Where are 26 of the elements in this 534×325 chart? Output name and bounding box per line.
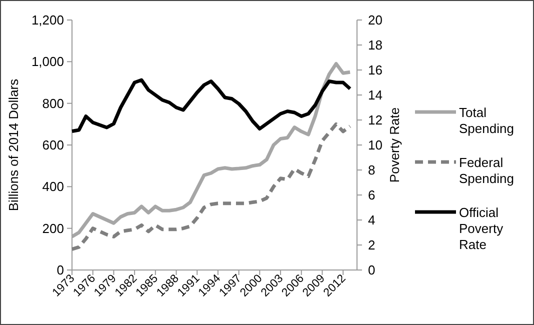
y2-tick-label: 18	[368, 38, 382, 53]
y-tick-label: 800	[42, 96, 64, 111]
y-tick-label: 400	[42, 179, 64, 194]
y-tick-label: 1,000	[31, 54, 64, 70]
y2-tick-label: 12	[368, 112, 382, 128]
y2-axis-title: Poverty Rate	[387, 107, 402, 183]
legend-label: Official Poverty Rate	[459, 205, 504, 252]
y2-tick-label: 20	[368, 12, 382, 28]
y2-tick-label: 4	[368, 212, 376, 228]
y2-tick-label: 2	[368, 238, 376, 253]
legend-label: Total Spending	[459, 105, 514, 136]
legend-label: Federal Spending	[459, 155, 514, 186]
y2-tick-label: 16	[368, 62, 382, 78]
y2-tick-label: 8	[368, 162, 376, 178]
y2-tick-label: 6	[368, 188, 376, 203]
y-tick-label: 200	[42, 220, 64, 236]
y2-tick-label: 10	[368, 138, 382, 153]
y-axis-title: Billions of 2014 Dollars	[6, 78, 21, 212]
y2-tick-label: 14	[368, 88, 382, 103]
line-series	[70, 122, 352, 251]
y-tick-label: 600	[42, 138, 64, 153]
line-series	[70, 62, 352, 238]
line-series	[70, 78, 352, 133]
y-tick-label: 0	[56, 262, 64, 278]
y-tick-label: 1,200	[31, 12, 64, 28]
y2-tick-label: 0	[368, 262, 376, 278]
